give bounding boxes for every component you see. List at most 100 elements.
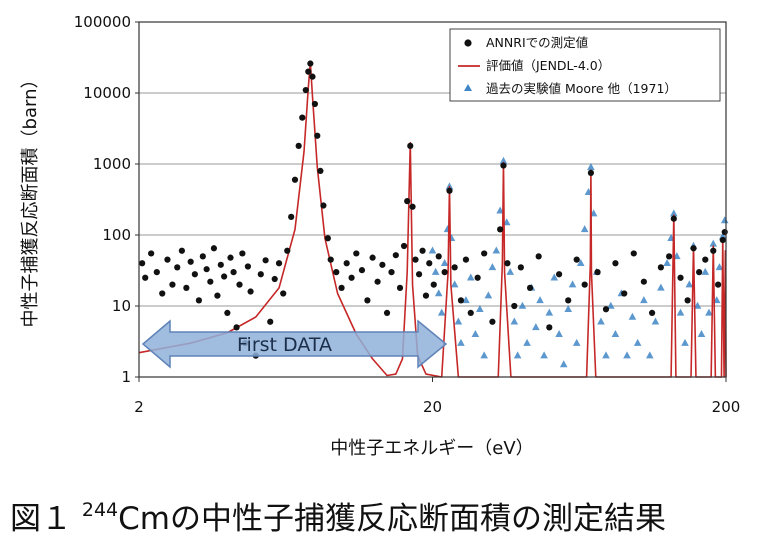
annri-point-60: [379, 261, 386, 268]
moore-point-32: [550, 273, 559, 281]
caption-text: Cmの中性子捕獲反応断面積の測定結果: [118, 501, 666, 537]
moore-point-19: [496, 206, 504, 214]
moore-point-46: [606, 301, 615, 309]
moore-point-35: [564, 305, 573, 313]
annri-point-57: [364, 297, 371, 304]
annri-point-69: [412, 256, 419, 263]
moore-point-51: [633, 338, 642, 346]
annri-point-1: [142, 274, 149, 281]
x-axis-label: 中性子エネルギー（eV）: [330, 438, 533, 459]
annri-point-80: [462, 256, 470, 263]
annri-point-108: [677, 274, 684, 281]
figure-caption: 図１ 244Cmの中性子捕獲反応断面積の測定結果: [0, 493, 765, 538]
axis-ticks: 1 10 100 1000 10000 100000 2 20 200: [74, 13, 741, 416]
annri-point-51: [333, 269, 340, 276]
moore-point-55: [657, 283, 665, 291]
annri-point-23: [233, 324, 240, 331]
chart: First DATA 1 10 100 1000 10000 100000 2 20 200 A…: [20, 13, 741, 459]
moore-point-49: [623, 351, 631, 359]
annri-point-11: [191, 271, 198, 278]
annri-point-63: [392, 252, 399, 259]
annri-point-102: [630, 250, 637, 257]
annri-point-17: [214, 292, 221, 299]
moore-point-41: [587, 163, 595, 171]
annri-point-38: [291, 176, 299, 183]
moore-point-58: [670, 209, 678, 217]
annri-point-53: [343, 260, 350, 267]
moore-point-62: [685, 280, 694, 288]
moore-point-52: [640, 296, 648, 304]
moore-point-14: [476, 305, 484, 313]
annri-point-44: [309, 73, 316, 80]
moore-point-37: [572, 338, 581, 346]
moore-point-54: [651, 317, 660, 325]
annri-point-39: [295, 142, 302, 149]
first-data-annotation: First DATA: [141, 319, 448, 369]
moore-point-67: [705, 308, 713, 316]
annri-point-5: [164, 256, 171, 263]
moore-point-66: [701, 267, 710, 275]
legend-marker-annri: [464, 39, 472, 47]
moore-point-31: [545, 308, 554, 316]
annri-point-105: [657, 264, 664, 271]
moore-point-16: [484, 291, 493, 299]
legend-box: [449, 28, 721, 102]
moore-point-34: [559, 360, 568, 368]
moore-point-45: [602, 351, 610, 359]
moore-point-15: [480, 351, 488, 359]
annri-point-32: [267, 318, 274, 325]
moore-point-11: [462, 296, 470, 304]
annri-point-56: [358, 267, 366, 274]
annri-point-42: [305, 68, 312, 75]
annri-point-99: [602, 306, 610, 313]
moore-point-72: [720, 216, 729, 224]
annri-point-15: [207, 278, 214, 285]
annri-point-46: [314, 132, 321, 139]
annri-point-87: [504, 260, 511, 267]
moore-point-22: [506, 267, 515, 275]
annri-point-6: [169, 281, 176, 288]
annri-point-89: [517, 264, 524, 271]
annri-point-86: [500, 162, 507, 169]
annri-point-25: [239, 250, 246, 257]
annri-point-40: [299, 114, 306, 121]
annri-point-111: [696, 269, 703, 276]
annri-point-93: [556, 271, 563, 278]
annri-point-27: [244, 263, 252, 270]
moore-point-50: [628, 312, 637, 320]
annri-point-16: [210, 245, 218, 252]
moore-point-53: [645, 351, 654, 359]
annri-point-91: [535, 253, 542, 260]
moore-point-64: [693, 301, 702, 309]
moore-point-68: [709, 239, 718, 247]
annri-point-3: [153, 269, 160, 276]
annri-point-45: [311, 100, 319, 108]
annri-point-71: [419, 247, 426, 254]
annri-point-73: [426, 260, 433, 267]
legend-marker-moore: [464, 84, 472, 91]
annri-point-62: [388, 269, 395, 276]
annri-point-30: [257, 271, 264, 278]
annri-point-58: [369, 254, 376, 261]
x-tick-label-0: 2: [134, 398, 144, 416]
annri-point-114: [715, 281, 722, 288]
moore-point-20: [499, 156, 508, 164]
annri-point-20: [224, 309, 231, 316]
moore-point-29: [536, 296, 544, 304]
annri-point-48: [320, 202, 327, 209]
annri-point-33: [271, 275, 278, 283]
annri-point-28: [247, 288, 254, 295]
annri-point-36: [284, 247, 291, 254]
caption-isotope-mass: 244: [81, 499, 119, 521]
annri-point-104: [648, 309, 656, 316]
y-tick-label-2: 100: [102, 226, 131, 244]
annri-point-21: [227, 254, 234, 261]
annri-point-78: [451, 264, 458, 271]
annri-point-50: [327, 256, 334, 263]
first-data-label: First DATA: [237, 334, 332, 356]
moore-point-61: [681, 338, 689, 346]
annri-point-109: [684, 297, 691, 304]
annri-point-92: [546, 324, 553, 331]
moore-point-4: [440, 259, 449, 267]
annri-point-72: [422, 292, 430, 299]
